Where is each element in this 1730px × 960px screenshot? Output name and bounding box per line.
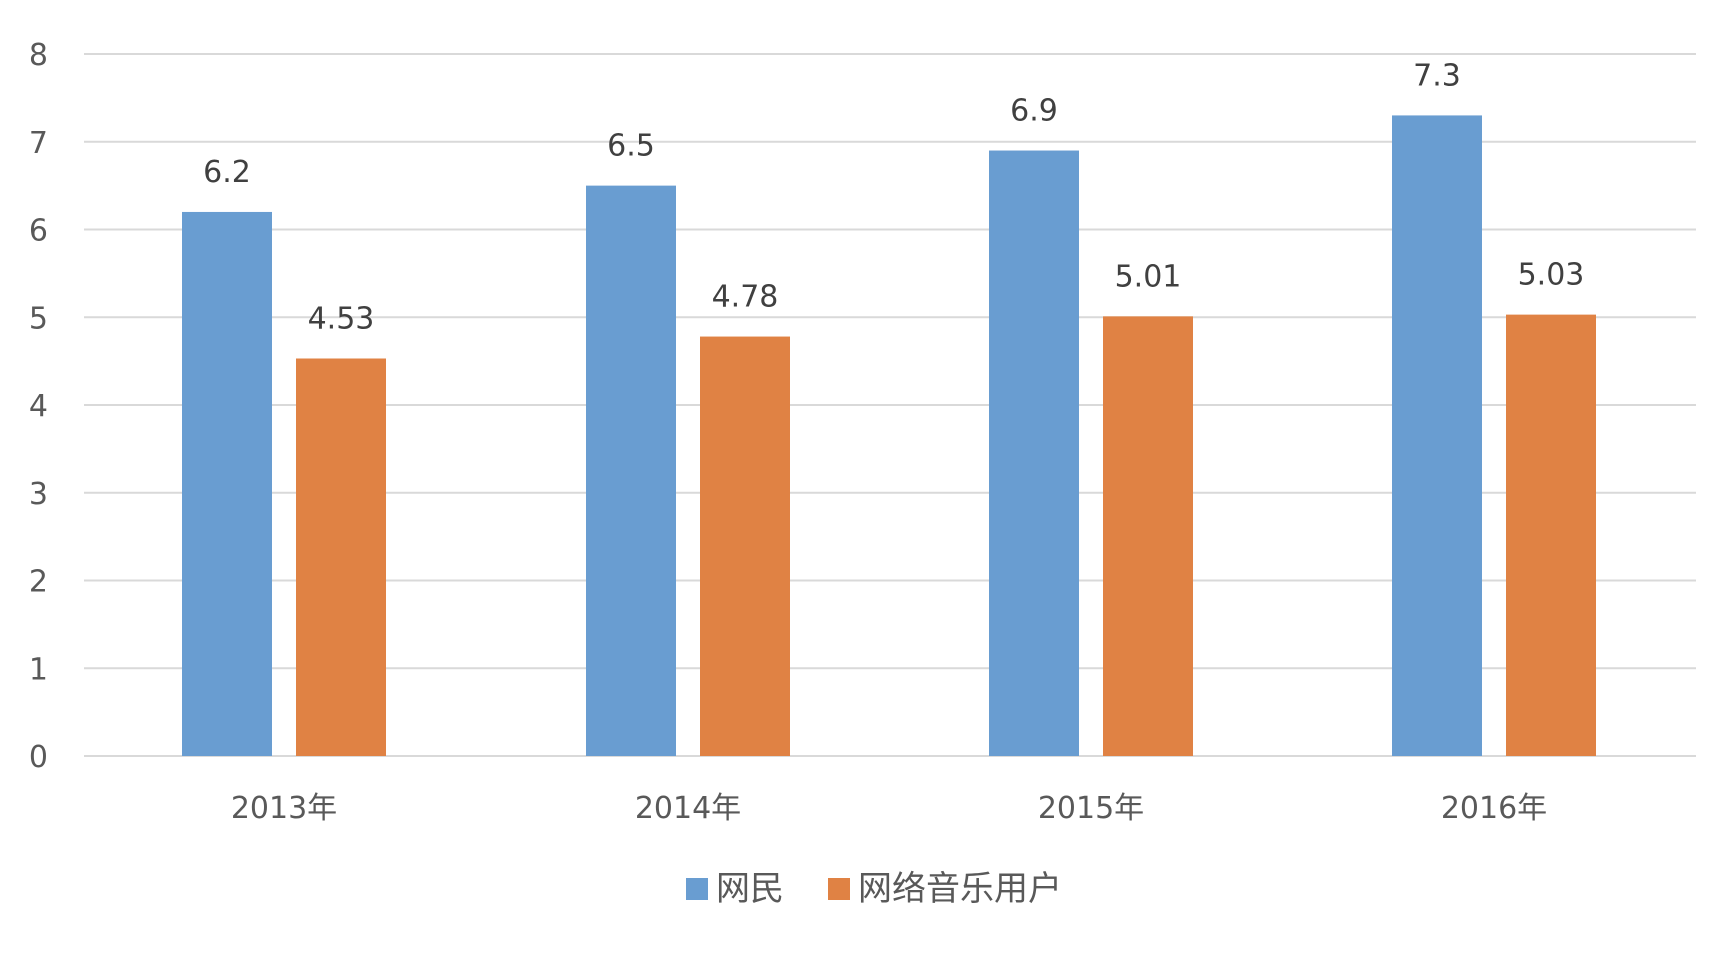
data-label: 4.78: [712, 280, 779, 315]
legend-label-music-users: 网络音乐用户: [858, 869, 1062, 909]
y-tick-label: 5: [29, 301, 48, 336]
y-tick-label: 4: [29, 389, 48, 424]
data-label: 4.53: [308, 301, 375, 336]
y-tick-label: 2: [29, 565, 48, 600]
x-tick-label: 2013年: [231, 791, 337, 826]
bar-netizens-2015: [989, 150, 1079, 756]
bars: [182, 115, 1596, 757]
x-tick-label: 2014年: [635, 791, 741, 826]
data-labels: 6.2 6.5 6.9 7.3 4.53 4.78 5.01 5.03: [203, 58, 1584, 336]
y-tick-label: 3: [29, 477, 48, 512]
bar-music-users-2014: [700, 336, 790, 756]
legend: 网民 网络音乐用户: [686, 869, 1062, 909]
data-label: 6.9: [1010, 94, 1058, 129]
bar-music-users-2016: [1506, 314, 1596, 756]
bar-netizens-2014: [586, 185, 676, 756]
bar-netizens-2016: [1392, 115, 1482, 757]
x-tick-label: 2015年: [1038, 791, 1144, 826]
legend-label-netizens: 网民: [716, 869, 784, 909]
data-label: 6.2: [203, 155, 251, 190]
x-axis-ticks: 2013年 2014年 2015年 2016年: [231, 791, 1547, 826]
bar-netizens-2013: [182, 211, 272, 756]
legend-swatch-music-users: [828, 878, 850, 900]
y-axis-ticks: 0 1 2 3 4 5 6 7 8: [29, 38, 48, 775]
y-tick-label: 6: [29, 214, 48, 249]
x-tick-label: 2016年: [1441, 791, 1547, 826]
data-label: 5.03: [1518, 258, 1585, 293]
y-tick-label: 7: [29, 126, 48, 161]
data-label: 6.5: [607, 129, 655, 164]
y-tick-label: 0: [29, 740, 48, 775]
bar-music-users-2015: [1103, 316, 1193, 756]
y-tick-label: 8: [29, 38, 48, 73]
legend-swatch-netizens: [686, 878, 708, 900]
bar-music-users-2013: [296, 358, 386, 756]
data-label: 7.3: [1413, 58, 1461, 93]
data-label: 5.01: [1115, 259, 1182, 294]
y-tick-label: 1: [29, 652, 48, 687]
